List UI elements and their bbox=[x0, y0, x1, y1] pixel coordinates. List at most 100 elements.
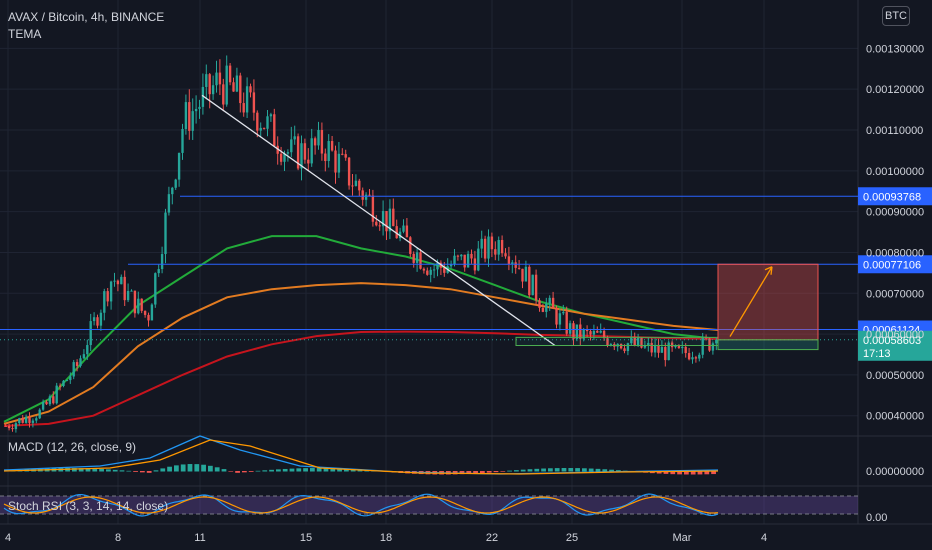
candle-body[interactable] bbox=[18, 418, 21, 424]
candle-body[interactable] bbox=[409, 237, 412, 254]
candle-body[interactable] bbox=[344, 154, 347, 158]
candle-body[interactable] bbox=[303, 143, 307, 160]
candle-body[interactable] bbox=[606, 338, 609, 346]
candle-body[interactable] bbox=[106, 291, 109, 302]
time-axis[interactable]: 4 8 11 15 18 22 25 Mar 4 bbox=[0, 523, 932, 550]
candle-body[interactable] bbox=[528, 266, 531, 296]
candle-body[interactable] bbox=[470, 253, 473, 259]
candle-body[interactable] bbox=[211, 85, 215, 95]
candle-body[interactable] bbox=[120, 276, 123, 285]
candle-body[interactable] bbox=[691, 357, 694, 360]
candle-body[interactable] bbox=[218, 72, 222, 85]
candle-body[interactable] bbox=[538, 300, 541, 308]
candle-body[interactable] bbox=[619, 343, 623, 349]
candle-body[interactable] bbox=[711, 343, 715, 351]
candle-body[interactable] bbox=[449, 264, 453, 267]
candle-body[interactable] bbox=[232, 82, 235, 92]
candle-body[interactable] bbox=[48, 396, 52, 405]
candle-body[interactable] bbox=[35, 418, 38, 421]
candle-body[interactable] bbox=[650, 342, 653, 353]
candle-body[interactable] bbox=[592, 330, 596, 335]
candle-body[interactable] bbox=[188, 102, 191, 131]
candle-body[interactable] bbox=[623, 348, 626, 352]
candle-body[interactable] bbox=[7, 426, 11, 429]
candle-body[interactable] bbox=[324, 153, 327, 162]
candle-body[interactable] bbox=[82, 354, 86, 359]
candle-body[interactable] bbox=[643, 345, 647, 348]
candle-body[interactable] bbox=[130, 290, 133, 292]
trendline[interactable] bbox=[201, 94, 556, 347]
candle-body[interactable] bbox=[582, 329, 585, 339]
candle-body[interactable] bbox=[562, 312, 565, 314]
candle-body[interactable] bbox=[317, 130, 320, 146]
candle-body[interactable] bbox=[371, 195, 375, 222]
candle-body[interactable] bbox=[684, 346, 687, 354]
candle-body[interactable] bbox=[140, 298, 143, 311]
candle-body[interactable] bbox=[89, 321, 92, 346]
candle-body[interactable] bbox=[664, 347, 667, 361]
candle-body[interactable] bbox=[164, 212, 167, 255]
stop-zone[interactable] bbox=[717, 339, 819, 351]
candle-body[interactable] bbox=[511, 262, 514, 265]
candle-body[interactable] bbox=[358, 180, 361, 191]
candle-body[interactable] bbox=[524, 266, 528, 282]
candle-body[interactable] bbox=[99, 312, 103, 326]
candle-body[interactable] bbox=[681, 346, 684, 349]
candle-body[interactable] bbox=[347, 157, 351, 186]
candle-body[interactable] bbox=[657, 344, 660, 353]
candle-body[interactable] bbox=[480, 238, 483, 249]
candle-body[interactable] bbox=[194, 108, 198, 112]
candle-body[interactable] bbox=[405, 225, 409, 238]
candle-body[interactable] bbox=[443, 267, 446, 273]
candle-body[interactable] bbox=[490, 236, 494, 250]
candle-body[interactable] bbox=[426, 270, 429, 275]
candle-body[interactable] bbox=[310, 138, 313, 164]
candle-body[interactable] bbox=[698, 354, 701, 359]
candle-body[interactable] bbox=[674, 345, 677, 348]
candle-body[interactable] bbox=[198, 106, 201, 109]
candle-body[interactable] bbox=[208, 74, 211, 95]
candle-body[interactable] bbox=[191, 111, 194, 131]
candle-body[interactable] bbox=[599, 330, 602, 333]
candle-body[interactable] bbox=[143, 310, 147, 315]
candle-body[interactable] bbox=[415, 252, 419, 263]
candle-body[interactable] bbox=[453, 255, 456, 265]
candle-body[interactable] bbox=[235, 75, 239, 92]
candle-body[interactable] bbox=[575, 324, 579, 339]
candle-body[interactable] bbox=[58, 385, 62, 387]
candle-body[interactable] bbox=[507, 256, 511, 265]
candle-body[interactable] bbox=[378, 225, 381, 227]
candle-body[interactable] bbox=[154, 273, 157, 305]
candle-body[interactable] bbox=[79, 358, 82, 366]
candle-body[interactable] bbox=[630, 337, 633, 344]
candle-body[interactable] bbox=[589, 331, 592, 335]
candle-body[interactable] bbox=[313, 138, 317, 146]
candle-body[interactable] bbox=[402, 225, 405, 232]
candle-body[interactable] bbox=[123, 276, 126, 301]
candle-body[interactable] bbox=[555, 308, 558, 325]
candle-body[interactable] bbox=[429, 269, 432, 275]
candle-body[interactable] bbox=[432, 269, 436, 271]
candle-body[interactable] bbox=[86, 345, 89, 355]
candle-body[interactable] bbox=[307, 159, 310, 164]
candle-body[interactable] bbox=[351, 185, 354, 187]
candle-body[interactable] bbox=[636, 337, 640, 346]
candle-body[interactable] bbox=[92, 317, 96, 322]
candle-body[interactable] bbox=[412, 253, 415, 263]
candle-body[interactable] bbox=[177, 152, 181, 180]
candle-body[interactable] bbox=[160, 254, 164, 270]
candle-body[interactable] bbox=[330, 141, 334, 151]
candle-body[interactable] bbox=[460, 254, 463, 257]
candle-body[interactable] bbox=[715, 339, 718, 344]
candle-body[interactable] bbox=[660, 347, 664, 353]
support-zone[interactable] bbox=[515, 336, 719, 347]
currency-button[interactable]: BTC bbox=[882, 6, 910, 26]
candle-body[interactable] bbox=[109, 281, 113, 302]
candle-body[interactable] bbox=[52, 396, 55, 404]
candle-body[interactable] bbox=[596, 330, 599, 333]
candle-body[interactable] bbox=[41, 401, 45, 410]
candle-body[interactable] bbox=[354, 180, 358, 186]
candle-body[interactable] bbox=[137, 298, 140, 314]
candle-body[interactable] bbox=[364, 194, 368, 200]
candle-body[interactable] bbox=[252, 92, 256, 113]
